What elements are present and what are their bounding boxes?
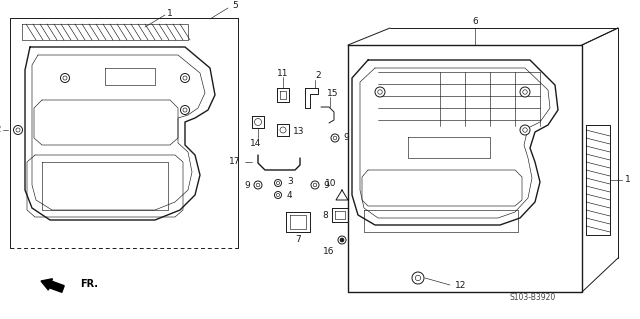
Circle shape: [412, 272, 424, 284]
Text: 16: 16: [323, 248, 334, 256]
Circle shape: [520, 125, 530, 135]
Circle shape: [523, 90, 527, 94]
Text: 9: 9: [244, 181, 250, 189]
Circle shape: [276, 193, 280, 197]
Text: 3: 3: [287, 176, 292, 186]
Text: 11: 11: [277, 69, 289, 78]
Circle shape: [280, 127, 286, 133]
Text: 17: 17: [228, 158, 240, 167]
Circle shape: [63, 76, 67, 80]
Circle shape: [340, 238, 344, 242]
Circle shape: [311, 181, 319, 189]
Circle shape: [13, 125, 22, 135]
Text: 12: 12: [455, 280, 467, 290]
Text: 9: 9: [323, 181, 329, 189]
Circle shape: [520, 87, 530, 97]
Circle shape: [256, 183, 260, 187]
Text: 8: 8: [323, 211, 328, 219]
Text: 7: 7: [295, 235, 301, 244]
Circle shape: [523, 128, 527, 132]
Circle shape: [276, 182, 280, 185]
FancyArrow shape: [41, 279, 64, 292]
Circle shape: [378, 90, 382, 94]
Circle shape: [333, 136, 337, 140]
Circle shape: [180, 73, 189, 83]
Circle shape: [338, 236, 346, 244]
Text: FR.: FR.: [80, 279, 98, 289]
Circle shape: [255, 118, 262, 125]
Circle shape: [415, 275, 420, 281]
Text: 5: 5: [232, 2, 237, 11]
Text: S103-B3920: S103-B3920: [509, 293, 556, 302]
Circle shape: [313, 183, 317, 187]
Text: 13: 13: [293, 128, 305, 137]
Circle shape: [183, 108, 187, 112]
Text: 6: 6: [472, 18, 478, 26]
Circle shape: [180, 106, 189, 115]
Circle shape: [183, 76, 187, 80]
Text: 12: 12: [0, 125, 2, 135]
Text: 10: 10: [324, 180, 336, 189]
Circle shape: [331, 134, 339, 142]
Circle shape: [275, 180, 282, 187]
Circle shape: [254, 181, 262, 189]
Circle shape: [275, 191, 282, 198]
Text: 1: 1: [625, 175, 631, 184]
Text: 9: 9: [343, 133, 349, 143]
Circle shape: [16, 128, 20, 132]
Circle shape: [61, 73, 70, 83]
Text: 1: 1: [167, 9, 173, 18]
Text: 4: 4: [287, 191, 292, 201]
Text: 14: 14: [250, 139, 262, 149]
Text: 15: 15: [327, 88, 339, 98]
Circle shape: [375, 87, 385, 97]
Text: 2: 2: [315, 71, 321, 80]
